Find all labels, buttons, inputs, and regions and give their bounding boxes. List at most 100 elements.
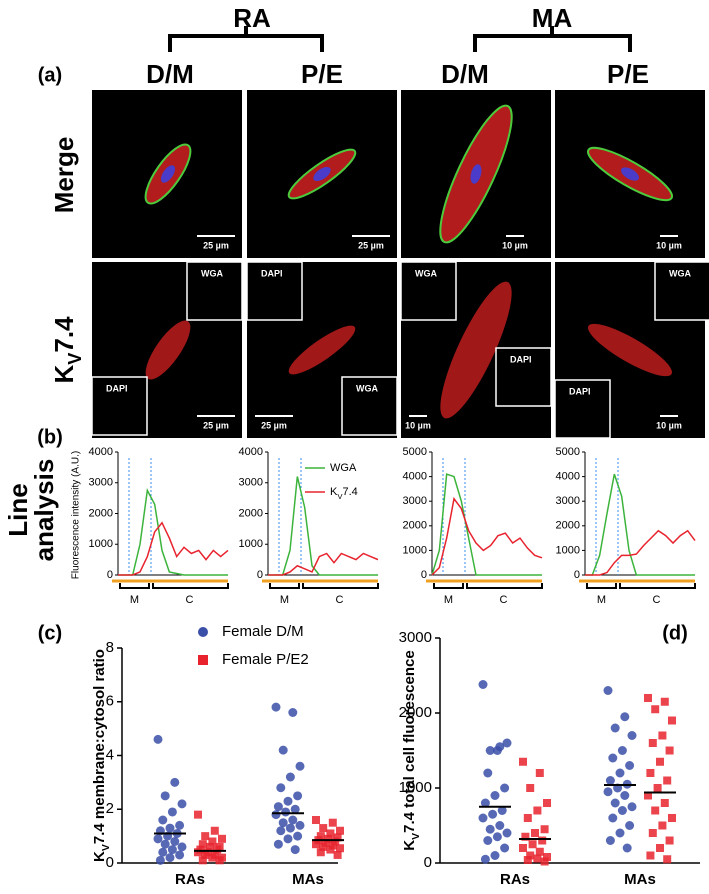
y-tick-label: 2000	[556, 520, 580, 532]
nucleus	[620, 167, 640, 181]
y-tick-label: 3000	[556, 495, 580, 507]
point	[646, 769, 655, 777]
inset	[400, 261, 457, 321]
line	[118, 488, 228, 576]
bracket	[473, 26, 632, 52]
nucleus	[313, 166, 331, 182]
point	[608, 753, 618, 763]
inset-label: DAPI	[261, 268, 283, 278]
point	[523, 856, 532, 864]
x-tick-label: MAs	[624, 871, 656, 888]
point	[668, 814, 676, 822]
point	[648, 739, 657, 747]
point	[326, 829, 335, 838]
point	[321, 838, 330, 847]
legend-swatch	[198, 655, 208, 665]
bracket	[119, 583, 229, 589]
point	[285, 772, 295, 782]
point	[336, 844, 344, 853]
point	[543, 853, 551, 861]
line	[268, 552, 379, 576]
text-part: K	[330, 486, 338, 498]
legend-swatch	[198, 627, 208, 637]
point	[540, 857, 549, 866]
scale-label: 25 µm	[261, 420, 287, 430]
point	[208, 853, 217, 862]
text-part: K	[49, 365, 79, 384]
y-tick-label: 0	[107, 569, 113, 581]
column-label: D/M	[146, 59, 194, 89]
point	[658, 731, 667, 740]
point	[644, 694, 652, 702]
point	[160, 839, 170, 849]
point	[533, 806, 542, 815]
point	[651, 806, 660, 815]
line	[268, 476, 378, 576]
point	[490, 791, 500, 800]
point	[281, 807, 291, 817]
text-part: 7.4	[342, 486, 357, 498]
point	[660, 697, 669, 706]
point	[610, 798, 620, 808]
scale-label: 10 µm	[405, 420, 431, 430]
point	[312, 816, 320, 824]
axis-label: Fluorescence intensity (A.U.)	[71, 451, 82, 579]
y-tick-label: 4	[106, 746, 114, 763]
point	[324, 834, 332, 843]
point	[331, 837, 340, 846]
point	[540, 825, 549, 834]
point	[627, 802, 637, 812]
point	[283, 834, 293, 844]
inset	[495, 347, 552, 407]
line	[118, 521, 229, 576]
y-tick-label: 0	[574, 569, 580, 581]
point	[175, 850, 185, 860]
row-label: Merge	[49, 137, 79, 214]
x-tick-label: RAs	[500, 871, 530, 888]
point	[495, 821, 505, 830]
point	[218, 834, 226, 843]
text-part: 7.4 membrane:cytosol ratio	[91, 649, 108, 844]
line	[585, 529, 696, 576]
region-label: C	[653, 594, 661, 606]
point	[158, 847, 168, 857]
point	[485, 746, 495, 755]
point	[610, 723, 620, 733]
point	[526, 784, 535, 792]
line	[431, 473, 542, 576]
point	[288, 708, 298, 717]
point	[273, 802, 283, 812]
text-part: V	[100, 844, 112, 851]
point	[615, 828, 625, 838]
scale-label: 25 µm	[358, 240, 384, 250]
point	[519, 757, 527, 766]
group-label: RA	[233, 3, 271, 33]
region-label: M	[444, 594, 453, 606]
point	[500, 783, 510, 793]
region-label: C	[186, 594, 194, 606]
inset	[246, 261, 303, 321]
point	[492, 746, 502, 755]
point	[319, 842, 328, 851]
point	[543, 799, 551, 807]
point	[485, 824, 495, 834]
point	[165, 823, 175, 833]
point	[194, 848, 202, 857]
row-label: analysis	[29, 459, 59, 562]
point	[488, 809, 498, 819]
scale-label: 10 µm	[656, 420, 682, 430]
inset	[554, 379, 611, 439]
point	[620, 791, 630, 800]
region-label: M	[130, 594, 139, 606]
point	[605, 776, 615, 785]
point	[490, 851, 500, 860]
point	[658, 821, 667, 830]
y-tick-label: 2000	[403, 520, 427, 532]
scale-label: 25 µm	[203, 240, 229, 250]
point	[295, 761, 305, 771]
point	[336, 826, 344, 835]
scale-label: 10 µm	[656, 240, 682, 250]
cell	[588, 323, 672, 377]
point	[538, 836, 547, 845]
